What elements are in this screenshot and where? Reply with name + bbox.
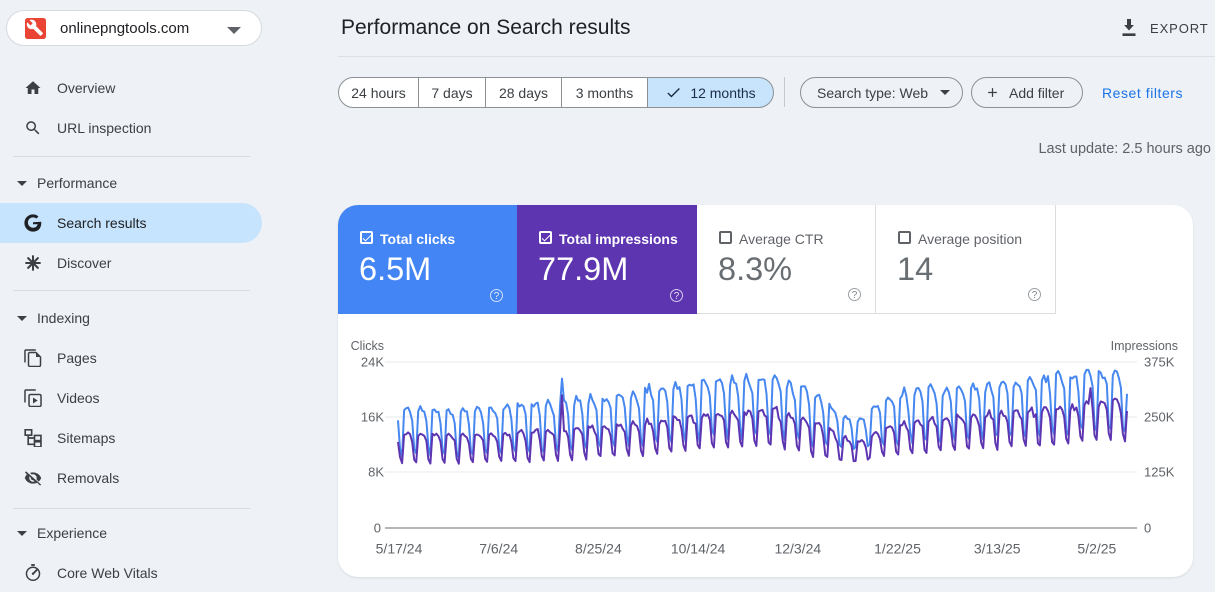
svg-text:Clicks: Clicks [351,339,384,353]
svg-text:5/17/24: 5/17/24 [376,541,423,557]
svg-text:0: 0 [374,521,381,536]
svg-text:1/22/25: 1/22/25 [874,541,921,557]
svg-text:12/3/24: 12/3/24 [774,541,821,557]
svg-text:24K: 24K [361,355,384,370]
svg-text:7/6/24: 7/6/24 [479,541,518,557]
svg-text:3/13/25: 3/13/25 [974,541,1021,557]
svg-text:375K: 375K [1144,355,1175,370]
svg-text:8/25/24: 8/25/24 [575,541,622,557]
svg-text:125K: 125K [1144,465,1175,480]
svg-text:5/2/25: 5/2/25 [1077,541,1116,557]
svg-text:8K: 8K [368,465,384,480]
svg-text:16K: 16K [361,410,384,425]
svg-text:0: 0 [1144,521,1151,536]
svg-text:10/14/24: 10/14/24 [671,541,726,557]
svg-text:250K: 250K [1144,410,1175,425]
svg-text:Impressions: Impressions [1111,339,1178,353]
